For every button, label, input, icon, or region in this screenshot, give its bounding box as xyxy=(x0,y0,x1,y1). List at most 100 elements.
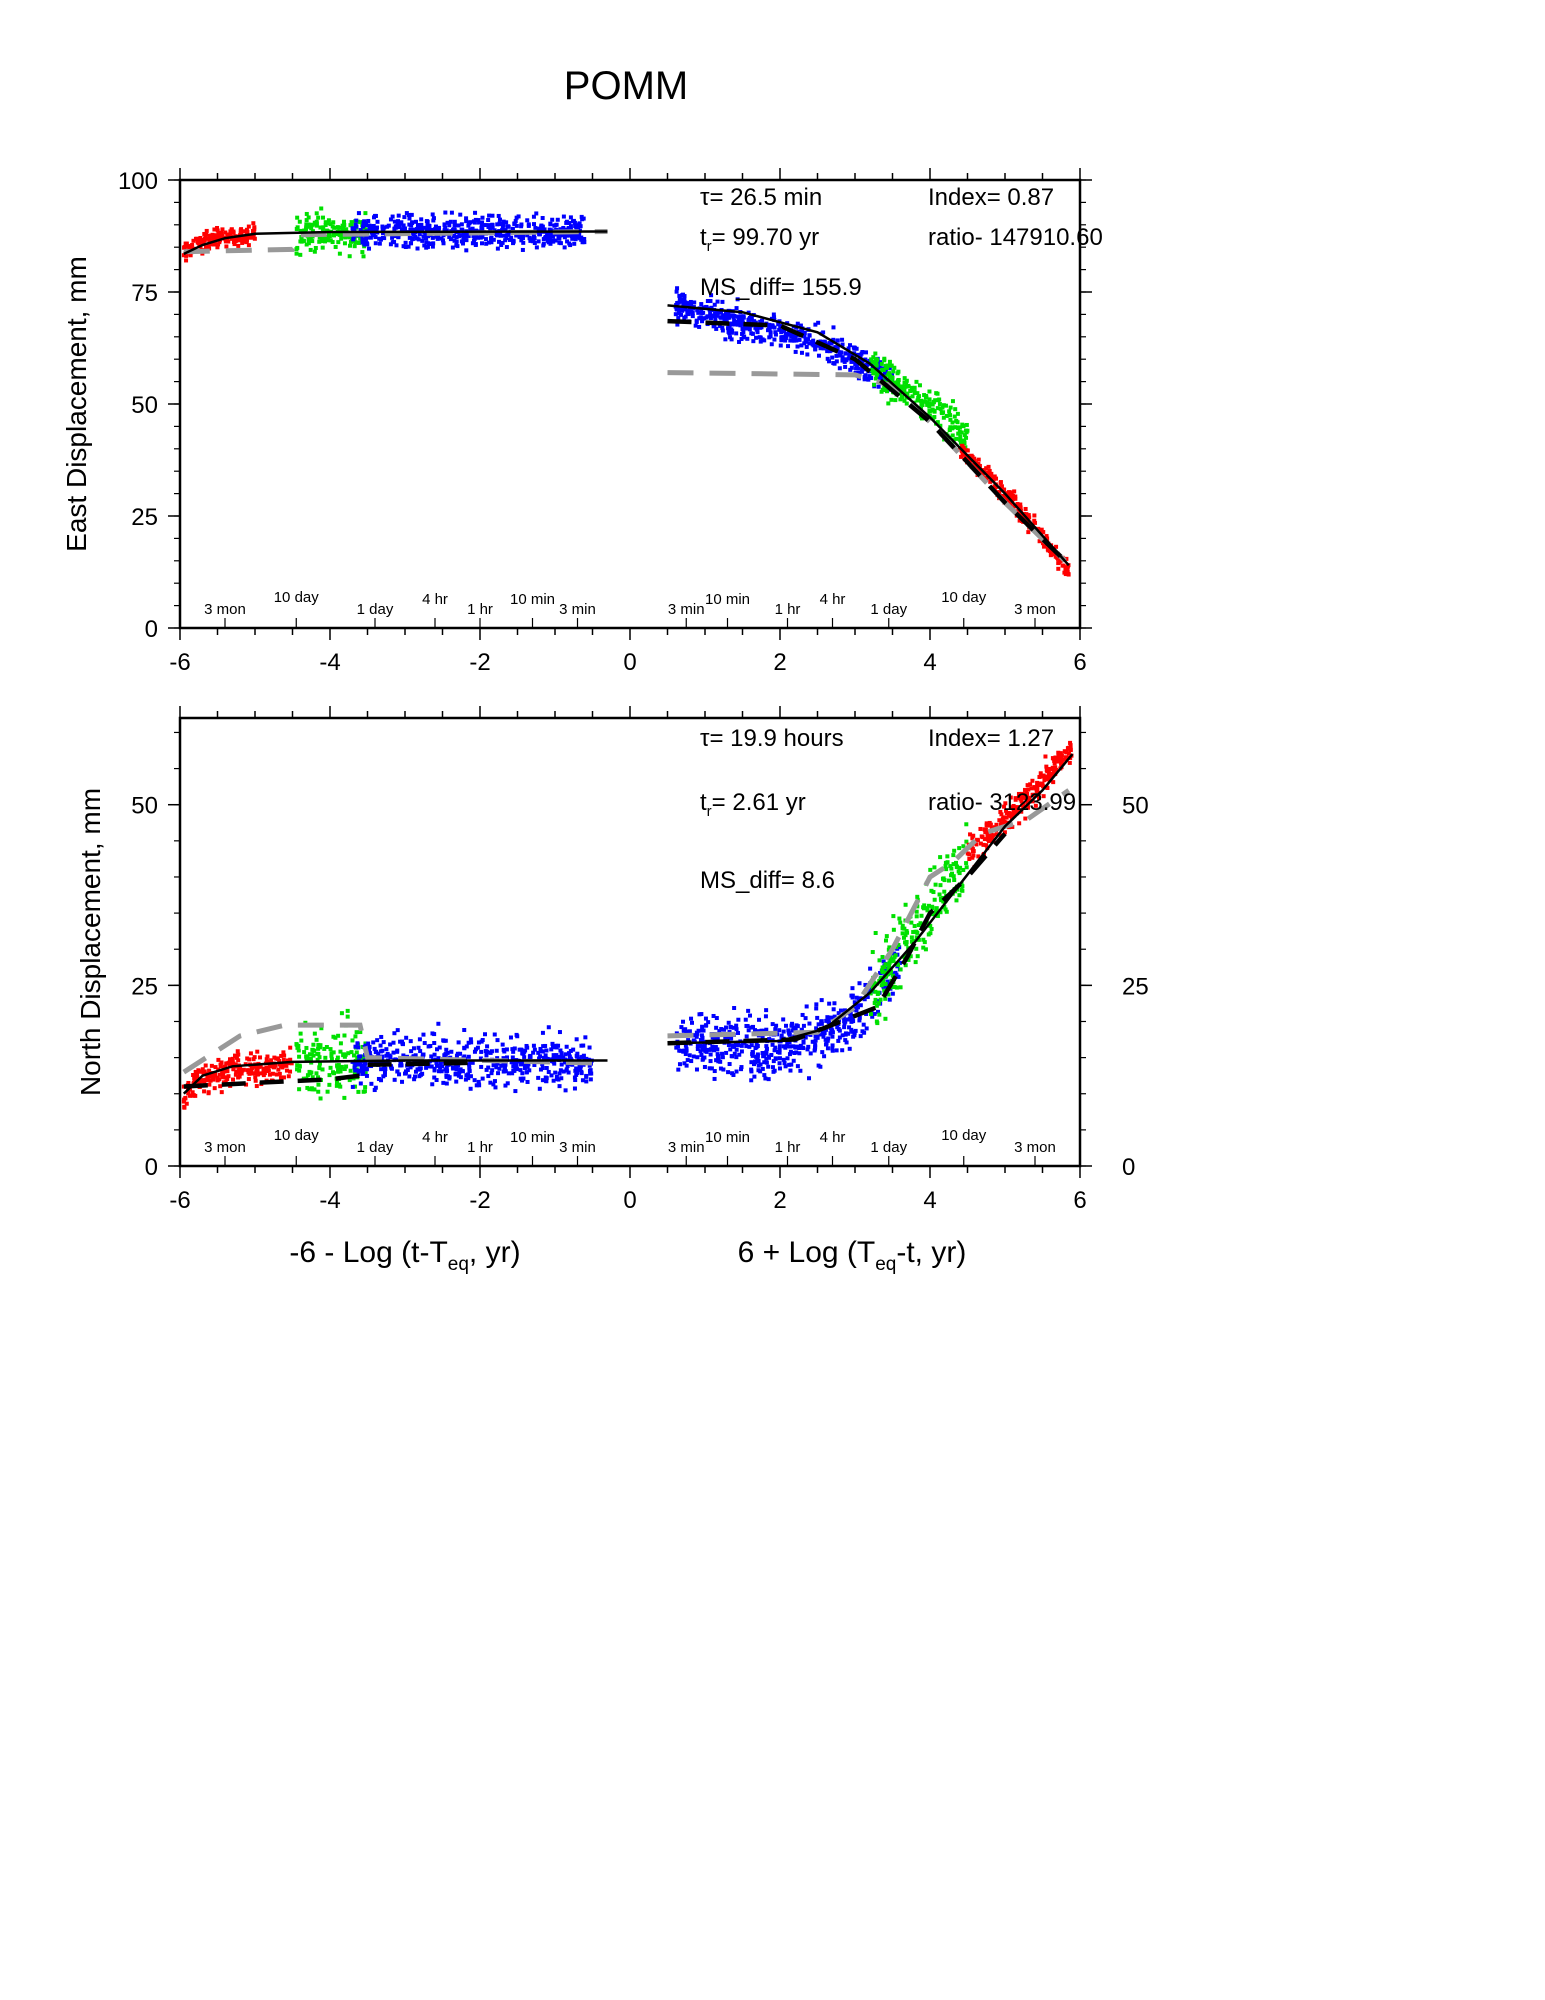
scatter-point xyxy=(698,1043,703,1048)
scatter-point xyxy=(906,957,911,962)
scatter-point xyxy=(217,1072,222,1077)
scatter-point xyxy=(954,418,959,423)
scatter-point xyxy=(942,889,947,894)
scatter-point xyxy=(309,226,314,231)
time-label: 4 hr xyxy=(422,591,448,608)
scatter-point xyxy=(460,1068,465,1073)
scatter-point xyxy=(466,233,471,238)
scatter-point xyxy=(537,232,542,237)
scatter-point xyxy=(396,219,401,224)
scatter-point xyxy=(327,1073,332,1078)
scatter-point xyxy=(455,244,460,249)
scatter-point xyxy=(823,1027,828,1032)
scatter-point xyxy=(354,1068,359,1073)
scatter-point xyxy=(739,337,744,342)
scatter-point xyxy=(741,315,746,320)
scatter-point xyxy=(702,1043,707,1048)
scatter-point xyxy=(866,377,871,382)
scatter-point xyxy=(799,350,804,355)
scatter-point xyxy=(519,238,524,243)
scatter-point xyxy=(573,1078,578,1083)
scatter-point xyxy=(736,321,741,326)
scatter-point xyxy=(525,218,530,223)
scatter-point xyxy=(497,239,502,244)
scatter-point xyxy=(541,241,546,246)
scatter-point xyxy=(764,1027,769,1032)
scatter-point xyxy=(970,849,975,854)
scatter-point xyxy=(794,338,799,343)
scatter-point xyxy=(717,323,722,328)
scatter-point xyxy=(884,934,889,939)
scatter-point xyxy=(681,1049,686,1054)
scatter-point xyxy=(949,866,954,871)
scatter-point xyxy=(956,431,961,436)
scatter-point xyxy=(369,1081,374,1086)
scatter-point xyxy=(898,920,903,925)
scatter-point xyxy=(181,253,186,258)
scatter-point xyxy=(1008,795,1013,800)
scatter-point xyxy=(193,1069,198,1074)
scatter-point xyxy=(366,218,371,223)
scatter-point xyxy=(754,1042,759,1047)
scatter-point xyxy=(778,324,783,329)
scatter-point xyxy=(903,952,908,957)
scatter-point xyxy=(830,1048,835,1053)
scatter-point xyxy=(1041,784,1046,789)
scatter-point xyxy=(751,339,756,344)
scatter-point xyxy=(467,1062,472,1067)
scatter-point xyxy=(443,210,448,215)
scatter-point xyxy=(729,327,734,332)
scatter-point xyxy=(196,1068,201,1073)
scatter-point xyxy=(736,1030,741,1035)
scatter-point xyxy=(342,1054,347,1059)
scatter-point xyxy=(431,216,436,221)
scatter-point xyxy=(1047,549,1052,554)
scatter-point xyxy=(956,425,961,430)
scatter-point xyxy=(1052,761,1057,766)
scatter-point xyxy=(544,1076,549,1081)
scatter-point xyxy=(378,1043,383,1048)
scatter-point xyxy=(183,241,188,246)
scatter-point xyxy=(753,325,758,330)
scatter-point xyxy=(319,235,324,240)
scatter-point xyxy=(791,1044,796,1049)
scatter-point xyxy=(687,1029,692,1034)
scatter-point xyxy=(409,1049,414,1054)
scatter-point xyxy=(431,218,436,223)
scatter-point xyxy=(914,935,919,940)
scatter-point xyxy=(944,413,949,418)
scatter-point xyxy=(1055,759,1060,764)
scatter-point xyxy=(870,984,875,989)
scatter-point xyxy=(212,227,217,232)
scatter-point xyxy=(902,380,907,385)
scatter-point xyxy=(413,1053,418,1058)
scatter-point xyxy=(731,1025,736,1030)
scatter-point xyxy=(551,1078,556,1083)
scatter-point xyxy=(297,1068,302,1073)
scatter-point xyxy=(927,389,932,394)
scatter-point xyxy=(777,327,782,332)
scatter-point xyxy=(188,1093,193,1098)
scatter-point xyxy=(921,945,926,950)
ratio-annotation: ratio- 147910.60 xyxy=(928,224,1103,251)
scatter-point xyxy=(363,1085,368,1090)
scatter-point xyxy=(308,236,313,241)
scatter-point xyxy=(430,235,435,240)
scatter-point xyxy=(934,906,939,911)
scatter-point xyxy=(712,1036,717,1041)
scatter-point xyxy=(363,1041,368,1046)
scatter-point xyxy=(1010,493,1015,498)
scatter-point xyxy=(684,1048,689,1053)
scatter-point xyxy=(879,983,884,988)
scatter-point xyxy=(317,1066,322,1071)
scatter-point xyxy=(473,217,478,222)
scatter-point xyxy=(689,1016,694,1021)
scatter-point xyxy=(871,371,876,376)
scatter-point xyxy=(334,1080,339,1085)
scatter-point xyxy=(545,231,550,236)
scatter-point xyxy=(316,1089,321,1094)
scatter-point xyxy=(209,242,214,247)
scatter-point xyxy=(683,1043,688,1048)
scatter-point xyxy=(326,218,331,223)
scatter-point xyxy=(204,1077,209,1082)
